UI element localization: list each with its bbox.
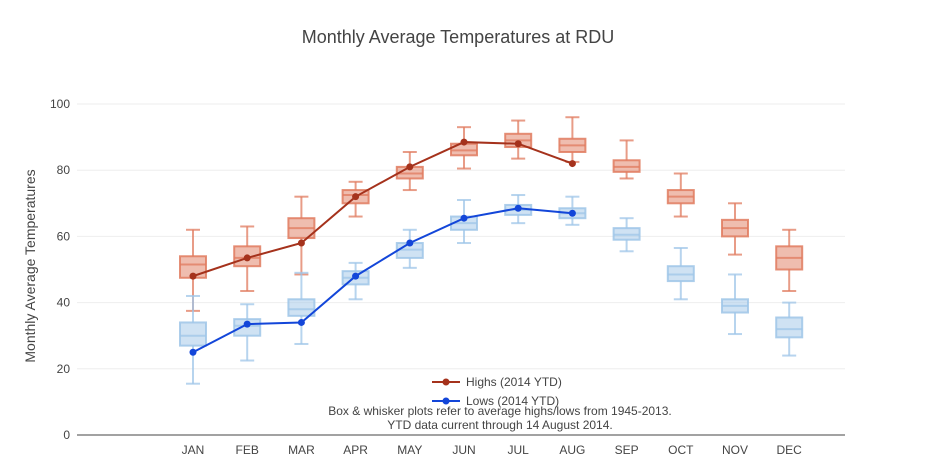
legend-label: Highs (2014 YTD) [466, 375, 562, 389]
box-lows-apr [341, 261, 370, 301]
annotation-line-1: Box & whisker plots refer to average hig… [328, 404, 672, 418]
line-lows-2014 [192, 207, 573, 354]
point-lows-2014-apr [352, 272, 360, 280]
point-highs-2014-apr [352, 193, 360, 201]
box-highs-aug [558, 116, 587, 163]
legend-marker [442, 378, 450, 386]
box-lows-dec [775, 301, 804, 357]
x-tick-label-jan: JAN [182, 443, 205, 457]
box-iqr [775, 316, 804, 339]
legend-marker [442, 397, 450, 405]
point-highs-2014-jun [460, 138, 468, 146]
box-highs-dec [775, 228, 804, 293]
y-axis-title: Monthly Average Temperatures [22, 169, 38, 362]
box-lows-sep [612, 217, 641, 253]
chart-title: Monthly Average Temperatures at RDU [302, 27, 615, 47]
box-lows-mar [287, 271, 316, 345]
legend-item-lows-2014: Lows (2014 YTD) [432, 394, 559, 408]
point-lows-2014-mar [297, 318, 305, 326]
point-highs-2014-aug [568, 160, 576, 168]
point-highs-2014-mar [297, 239, 305, 247]
x-tick-label-apr: APR [343, 443, 368, 457]
gridlines [77, 103, 845, 436]
box-lows-feb [233, 303, 262, 362]
box-iqr [287, 298, 316, 317]
point-lows-2014-feb [243, 320, 251, 328]
point-lows-2014-jan [189, 348, 197, 356]
point-highs-2014-jan [189, 272, 197, 280]
y-tick-label-20: 20 [57, 362, 71, 376]
x-tick-label-nov: NOV [722, 443, 748, 457]
point-highs-2014-jul [514, 140, 522, 148]
y-tick-label-40: 40 [57, 296, 71, 310]
x-tick-label-sep: SEP [615, 443, 639, 457]
y-tick-label-100: 100 [50, 97, 70, 111]
x-tick-label-may: MAY [397, 443, 422, 457]
legend-label: Lows (2014 YTD) [466, 394, 559, 408]
point-lows-2014-may [406, 239, 414, 247]
box-highs-jul [504, 119, 533, 160]
x-tick-label-aug: AUG [559, 443, 585, 457]
point-highs-2014-may [406, 163, 414, 171]
line-highs-2014 [192, 141, 573, 278]
y-axis-ticks: 0 20 40 60 80 100 [50, 97, 70, 442]
legend-item-highs-2014: Highs (2014 YTD) [432, 375, 562, 389]
point-lows-2014-jul [514, 204, 522, 212]
x-tick-label-dec: DEC [777, 443, 803, 457]
box-lows-jan [179, 294, 207, 385]
box-lows-jun [450, 198, 478, 245]
point-lows-2014-jun [460, 214, 468, 222]
x-tick-label-oct: OCT [668, 443, 694, 457]
box-highs-nov [721, 202, 749, 256]
x-tick-label-jul: JUL [508, 443, 530, 457]
y-tick-label-80: 80 [57, 163, 71, 177]
box-iqr [179, 321, 207, 347]
annotations: Box & whisker plots refer to average hig… [328, 404, 672, 432]
box-plots [179, 116, 804, 385]
box-lows-nov [721, 273, 749, 336]
y-tick-label-0: 0 [63, 428, 70, 442]
x-tick-label-feb: FEB [236, 443, 259, 457]
y-tick-label-60: 60 [57, 229, 71, 243]
box-highs-oct [666, 172, 695, 218]
point-highs-2014-feb [243, 254, 251, 262]
box-highs-sep [612, 139, 641, 180]
annotation-line-2: YTD data current through 14 August 2014. [387, 418, 612, 432]
box-lows-oct [666, 246, 695, 301]
x-axis-ticks: JAN FEB MAR APR MAY JUN JUL AUG SEP OCT NOV DEC [182, 443, 803, 457]
point-lows-2014-aug [568, 209, 576, 217]
x-tick-label-jun: JUN [452, 443, 475, 457]
box-highs-jun [450, 126, 478, 170]
legend: Highs (2014 YTD) Lows (2014 YTD) [432, 375, 562, 408]
line-series [189, 138, 576, 356]
x-tick-label-mar: MAR [288, 443, 315, 457]
